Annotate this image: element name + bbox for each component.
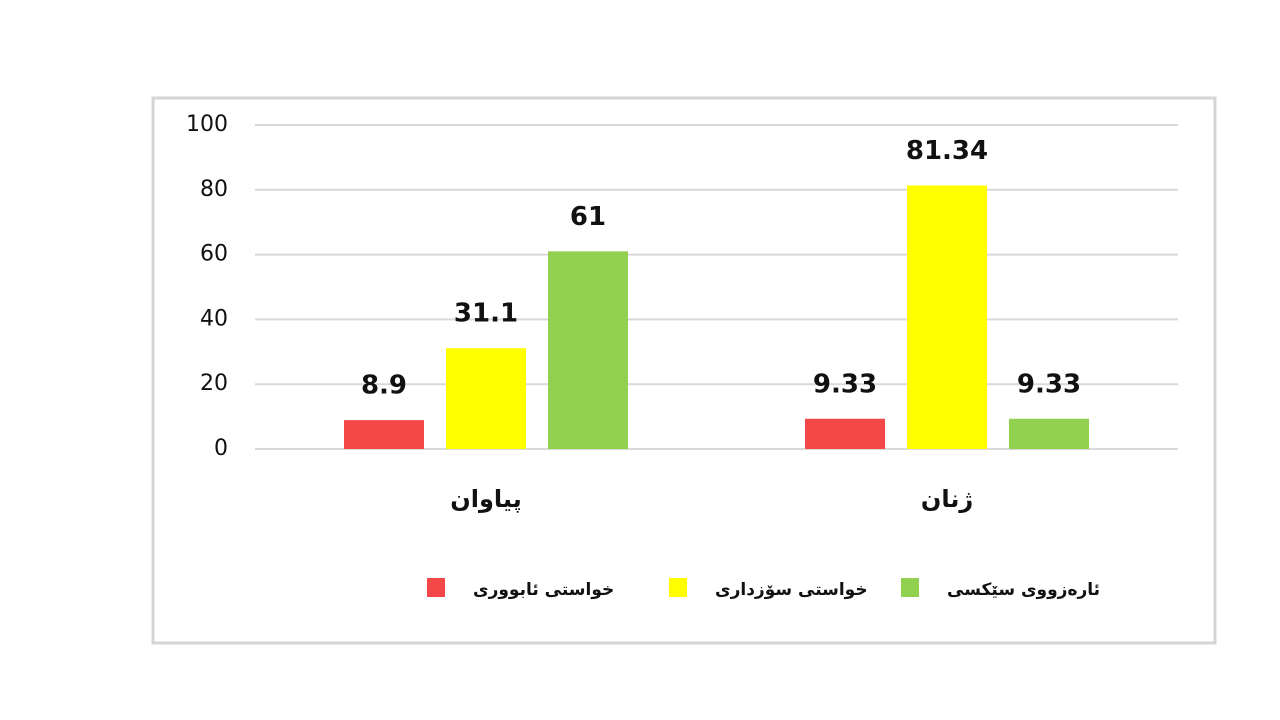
x-tick-label: ژنان [921, 485, 973, 513]
data-label: 8.9 [361, 371, 407, 401]
legend-swatch [427, 578, 445, 597]
data-label: 81.34 [906, 136, 988, 166]
legend-label: خواستی سۆزداری [715, 580, 868, 600]
y-tick-label: 60 [200, 242, 228, 267]
bar [548, 251, 628, 449]
data-label: 61 [570, 202, 606, 232]
y-tick-label: 80 [200, 177, 228, 202]
bar [446, 348, 526, 449]
data-label: 9.33 [1017, 369, 1081, 399]
data-label: 31.1 [454, 299, 518, 329]
legend-swatch [669, 578, 687, 597]
y-tick-label: 100 [186, 112, 228, 137]
bar [805, 418, 885, 449]
legend-label: ئارەزووی سێکسی [947, 580, 1100, 600]
bar [344, 420, 424, 449]
legend-swatch [901, 578, 919, 597]
bar [1009, 418, 1089, 449]
y-tick-label: 20 [200, 371, 228, 396]
data-label: 9.33 [813, 369, 877, 399]
y-tick-label: 40 [200, 306, 228, 331]
bar [907, 185, 987, 449]
x-tick-label: پیاوان [450, 485, 521, 513]
legend-label: خواستی ئابووری [473, 580, 614, 600]
y-tick-label: 0 [214, 436, 228, 461]
